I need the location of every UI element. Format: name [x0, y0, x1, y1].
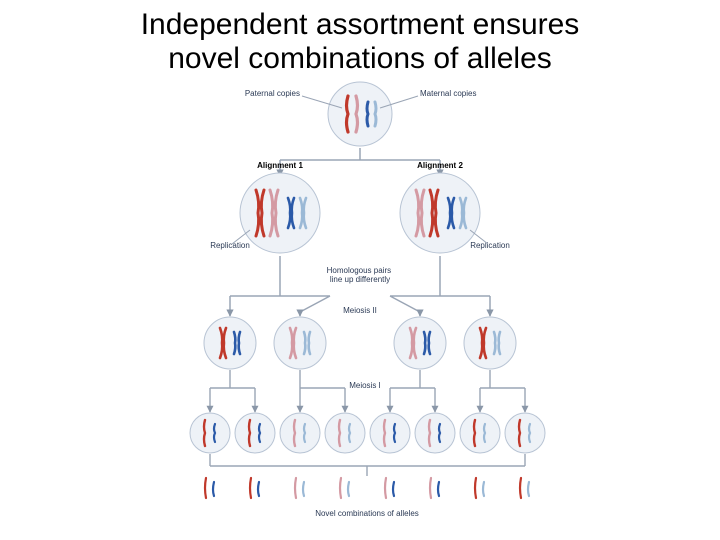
- assortment-diagram: Paternal copies Maternal copies Alignmen…: [170, 78, 550, 528]
- bracket-top: [280, 148, 440, 170]
- label-meiosis2: Meiosis II: [343, 306, 377, 315]
- cell-m1-4: [464, 317, 516, 369]
- label-maternal: Maternal copies: [420, 89, 476, 98]
- cell-m1-1: [204, 317, 256, 369]
- label-homolog: Homologous pairs line up differently: [327, 266, 394, 284]
- page-title: Independent assortment ensures novel com…: [0, 8, 720, 76]
- title-line1: Independent assortment ensures: [0, 8, 720, 42]
- gametes: [190, 413, 545, 453]
- label-align2: Alignment 2: [417, 161, 463, 170]
- label-meiosis1: Meiosis I: [349, 381, 381, 390]
- cell-m1-3: [394, 317, 446, 369]
- novel-combos: [205, 478, 529, 498]
- cell-parent: [328, 82, 392, 146]
- label-replication-1: Replication: [210, 241, 250, 250]
- label-paternal: Paternal copies: [245, 89, 300, 98]
- cell-alignment-2: [400, 173, 480, 253]
- label-replication-2: Replication: [470, 241, 510, 250]
- cell-alignment-1: [240, 173, 320, 253]
- label-novel: Novel combinations of alleles: [315, 509, 419, 518]
- label-align1: Alignment 1: [257, 161, 303, 170]
- cell-m1-2: [274, 317, 326, 369]
- title-line2: novel combinations of alleles: [0, 42, 720, 76]
